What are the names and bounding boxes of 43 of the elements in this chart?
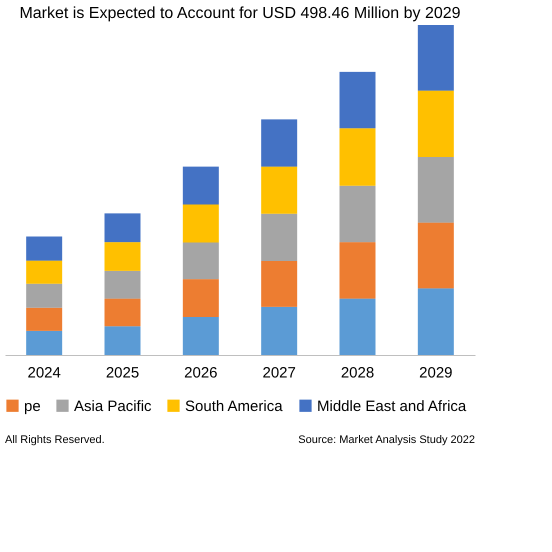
- x-tick-label: 2026: [184, 364, 218, 382]
- bar: [104, 298, 140, 326]
- legend-label: pe: [24, 398, 41, 415]
- legend-label: Asia Pacific: [74, 398, 152, 415]
- bar: [418, 288, 454, 355]
- bar: [418, 222, 454, 288]
- x-tick-label: 2024: [27, 364, 61, 382]
- bar: [261, 214, 298, 261]
- bar: [182, 166, 219, 205]
- bar: [261, 306, 298, 355]
- x-tick-label: 2029: [419, 364, 453, 382]
- bar: [182, 279, 219, 318]
- bar: [182, 204, 219, 242]
- bar: [26, 284, 62, 308]
- x-tick-label: 2025: [106, 364, 140, 382]
- bar: [418, 157, 454, 223]
- legend-label: Middle East and Africa: [317, 398, 467, 415]
- x-tick-label: 2027: [262, 364, 296, 382]
- bar: [104, 270, 140, 299]
- bar: [182, 317, 219, 355]
- text: All Rights Reserved.: [5, 434, 105, 446]
- bar: [104, 242, 140, 271]
- bar: [418, 25, 454, 91]
- x-tick-label: 2028: [340, 364, 374, 382]
- bar: [26, 308, 62, 331]
- bar: [104, 326, 140, 355]
- bar: [340, 186, 376, 242]
- bar: [261, 119, 298, 167]
- source-note: Source: Market Analysis Study 2022: [298, 434, 475, 446]
- bar: [104, 213, 140, 242]
- bar: [340, 298, 376, 355]
- bar: [340, 128, 376, 186]
- bar: [340, 72, 376, 128]
- chart-title: Market is Expected to Account for USD 498.46 Million by 2029: [19, 5, 461, 22]
- bar: [340, 242, 376, 299]
- bar: [26, 260, 62, 284]
- bar: [418, 90, 454, 157]
- bar: [261, 260, 298, 307]
- legend-label: South America: [185, 398, 284, 415]
- bar: [261, 166, 298, 214]
- bar: [26, 330, 62, 355]
- bar: [26, 236, 62, 261]
- bar: [182, 242, 219, 280]
